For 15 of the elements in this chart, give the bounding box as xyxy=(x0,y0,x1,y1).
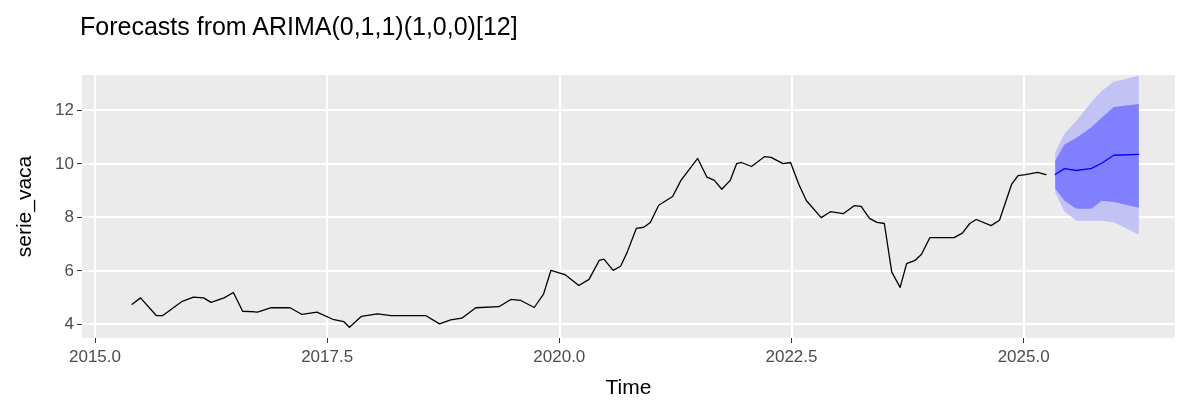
line-series xyxy=(131,155,1047,328)
y-tick-label: 10 xyxy=(55,153,74,173)
line-series xyxy=(1054,153,1140,176)
y-tick-label: 6 xyxy=(64,260,74,280)
y-tick-label: 12 xyxy=(55,100,74,120)
y-axis-title: serie_vaca xyxy=(12,155,36,258)
y-tick-label: 8 xyxy=(64,207,74,227)
x-tick-label: 2022.5 xyxy=(765,347,818,366)
chart-title: Forecasts from ARIMA(0,1,1)(1,0,0)[12] xyxy=(80,11,518,40)
y-tick-label: 4 xyxy=(64,314,74,334)
x-tick-label: 2020.0 xyxy=(533,347,586,366)
x-tick-label: 2015.0 xyxy=(69,347,121,366)
x-tick-label: 2025.0 xyxy=(997,347,1050,366)
x-axis-title: Time xyxy=(605,375,652,398)
x-tick-label: 2017.5 xyxy=(301,347,354,366)
